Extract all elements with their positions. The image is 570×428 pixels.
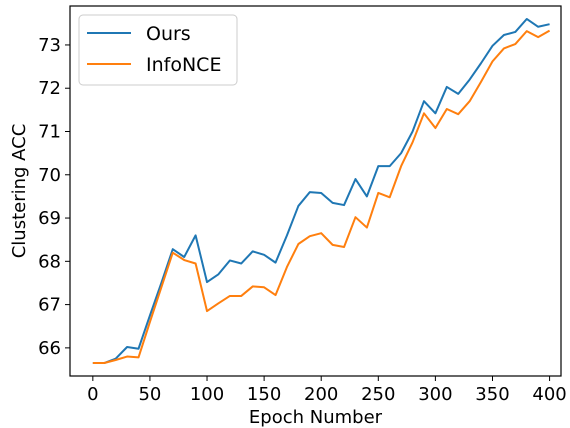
x-tick-label: 200 xyxy=(304,384,338,405)
y-axis-ticks: 66 67 68 69 70 71 72 73 xyxy=(38,35,70,359)
x-tick-label: 350 xyxy=(475,384,509,405)
y-tick-label: 71 xyxy=(38,121,61,142)
y-tick-label: 66 xyxy=(38,338,61,359)
y-tick-label: 72 xyxy=(38,78,61,99)
x-axis-label: Epoch Number xyxy=(249,407,383,428)
series-line-infonce xyxy=(92,29,551,365)
plot-frame xyxy=(69,5,562,377)
y-tick-label: 73 xyxy=(38,35,61,56)
x-tick-label: 150 xyxy=(247,384,281,405)
y-tick-label: 68 xyxy=(38,251,61,272)
x-tick-label: 100 xyxy=(190,384,224,405)
x-axis-ticks: 0 50 100 150 200 250 300 350 400 xyxy=(87,376,567,405)
x-tick-label: 400 xyxy=(532,384,566,405)
y-axis-label: Clustering ACC xyxy=(9,124,30,259)
x-tick-label: 50 xyxy=(138,384,161,405)
x-tick-label: 250 xyxy=(361,384,395,405)
y-tick-label: 70 xyxy=(38,165,61,186)
plot-lines xyxy=(92,17,551,365)
legend-label-ours: Ours xyxy=(146,23,191,45)
legend: Ours InfoNCE xyxy=(78,14,238,86)
series-line-ours xyxy=(92,17,550,365)
y-tick-label: 67 xyxy=(38,295,61,316)
y-tick-label: 69 xyxy=(38,208,61,229)
legend-label-infonce: InfoNCE xyxy=(146,54,221,76)
x-tick-label: 0 xyxy=(87,384,98,405)
x-tick-label: 300 xyxy=(418,384,452,405)
